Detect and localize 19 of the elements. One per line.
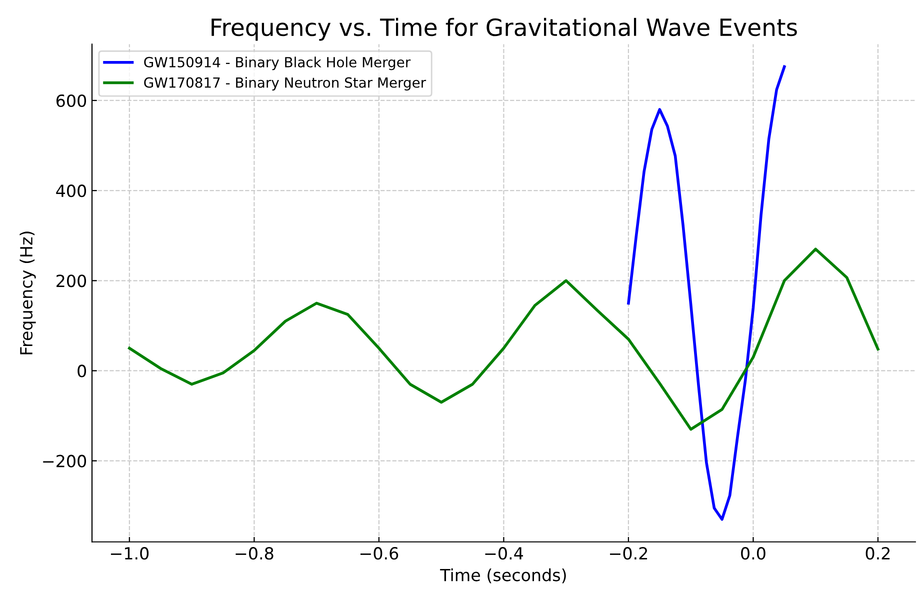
x-tick-label: 0.2: [866, 547, 890, 560]
chart-title: Frequency vs. Time for Gravitational Wave Events: [212, 18, 797, 41]
y-tick-label: −200: [43, 454, 86, 468]
x-axis-title: Time (seconds): [440, 568, 566, 584]
x-tick-label: 0.0: [741, 547, 766, 560]
y-tick-label: 0: [78, 364, 86, 378]
x-tick-label: −0.8: [236, 547, 274, 560]
x-tick-label: −0.4: [485, 547, 523, 560]
y-tick-label: 600: [56, 94, 86, 108]
line-series: [128, 248, 880, 431]
x-tick-label: −0.2: [610, 547, 648, 560]
legend-label: GW170817 - Binary Neutron Star Merger: [144, 77, 426, 91]
legend-label: GW150914 - Binary Black Hole Merger: [144, 56, 411, 70]
y-tick-label: 200: [56, 274, 86, 288]
x-tick-label: −0.6: [360, 547, 398, 560]
y-tick-label: 400: [56, 184, 86, 198]
x-tick-label: −1.0: [110, 547, 149, 560]
line-series: [627, 65, 786, 521]
y-axis-title: Frequency (Hz): [20, 232, 36, 354]
